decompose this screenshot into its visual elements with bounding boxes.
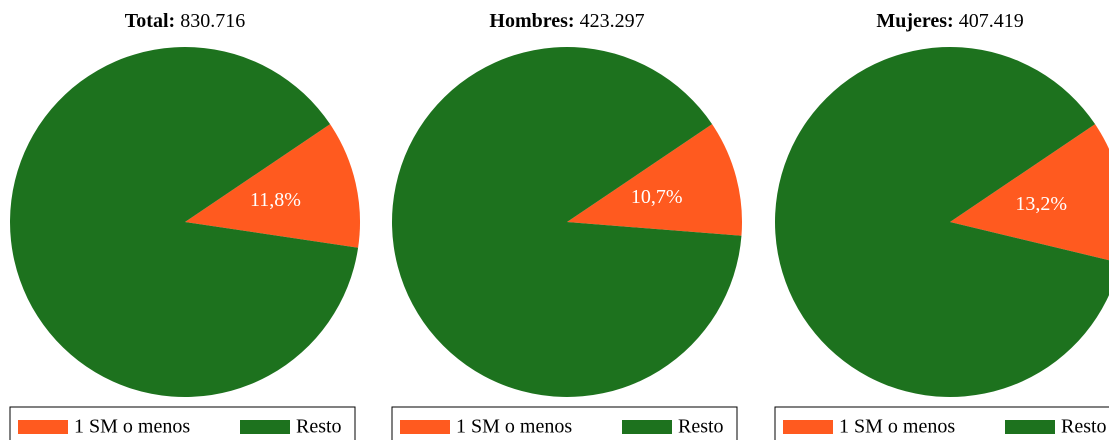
- slice-label: 13,2%: [1015, 193, 1067, 215]
- pie-slice: [567, 124, 742, 236]
- title-label: Total:: [125, 10, 175, 32]
- pie-title: Hombres: 423.297: [489, 10, 644, 32]
- pie-slice: [950, 124, 1109, 261]
- legend-swatch: [240, 420, 290, 434]
- pie-title: Total: 830.716: [125, 10, 245, 32]
- title-value: 407.419: [959, 10, 1024, 32]
- title-label: Hombres:: [489, 10, 574, 32]
- pie-slice: [775, 47, 1109, 397]
- pie-panel: Hombres: 423.297 10,7% 1 SM o menos Resto: [391, 10, 742, 440]
- title-value: 830.716: [180, 10, 245, 32]
- pie-slice: [392, 46, 742, 397]
- legend-label: 1 SM o menos: [839, 416, 955, 438]
- legend-label: Resto: [678, 416, 724, 438]
- pie-title: Mujeres: 407.419: [876, 10, 1023, 32]
- title-value: 423.297: [580, 10, 645, 32]
- pie-panel: Total: 830.716 11,8% 1 SM o menos Resto: [9, 10, 360, 440]
- legend-swatch: [400, 420, 450, 434]
- pie-slice: [10, 47, 359, 398]
- slice-label: 11,8%: [250, 189, 301, 211]
- legend-swatch: [1005, 420, 1055, 434]
- title-label: Mujeres:: [876, 10, 953, 32]
- slice-label: 10,7%: [631, 186, 683, 208]
- legend-label: Resto: [296, 416, 342, 438]
- legend-label: 1 SM o menos: [74, 416, 190, 438]
- legend-swatch: [622, 420, 672, 434]
- pie-panel: Mujeres: 407.419 13,2% 1 SM o menos Resto: [774, 10, 1109, 440]
- legend-label: 1 SM o menos: [456, 416, 572, 438]
- legend-box: [391, 406, 738, 440]
- legend-label: Resto: [1061, 416, 1107, 438]
- legend-swatch: [783, 420, 833, 434]
- pie-slice: [185, 124, 360, 248]
- legend-swatch: [18, 420, 68, 434]
